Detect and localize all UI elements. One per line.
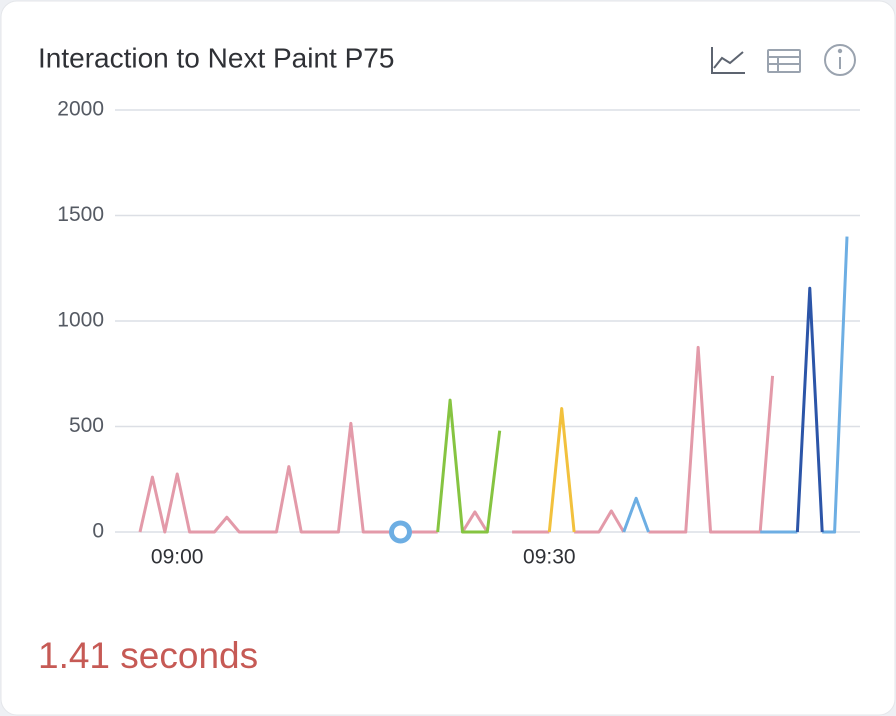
series-line [461,510,489,533]
series-line [547,407,576,533]
series-line [822,236,849,534]
line-view-icon[interactable] [711,47,745,74]
series-line [622,496,650,533]
series-line [795,286,824,533]
summary-value: 1.41 seconds [38,635,258,676]
y-tick-label: 1000 [57,309,104,332]
x-tick-label: 09:00 [151,546,204,569]
info-icon[interactable] [824,44,856,76]
series-line [436,398,502,534]
series-line [648,345,775,534]
table-view-icon[interactable] [767,49,801,73]
chart-title: Interaction to Next Paint P75 [38,42,394,73]
y-tick-label: 1500 [57,203,104,226]
data-point [388,520,412,544]
x-tick-label: 09:30 [523,546,576,569]
y-tick-label: 500 [69,414,104,437]
y-tick-label: 0 [92,520,104,543]
series-line [138,421,438,534]
series-line [574,509,626,534]
y-tick-label: 2000 [57,98,104,121]
